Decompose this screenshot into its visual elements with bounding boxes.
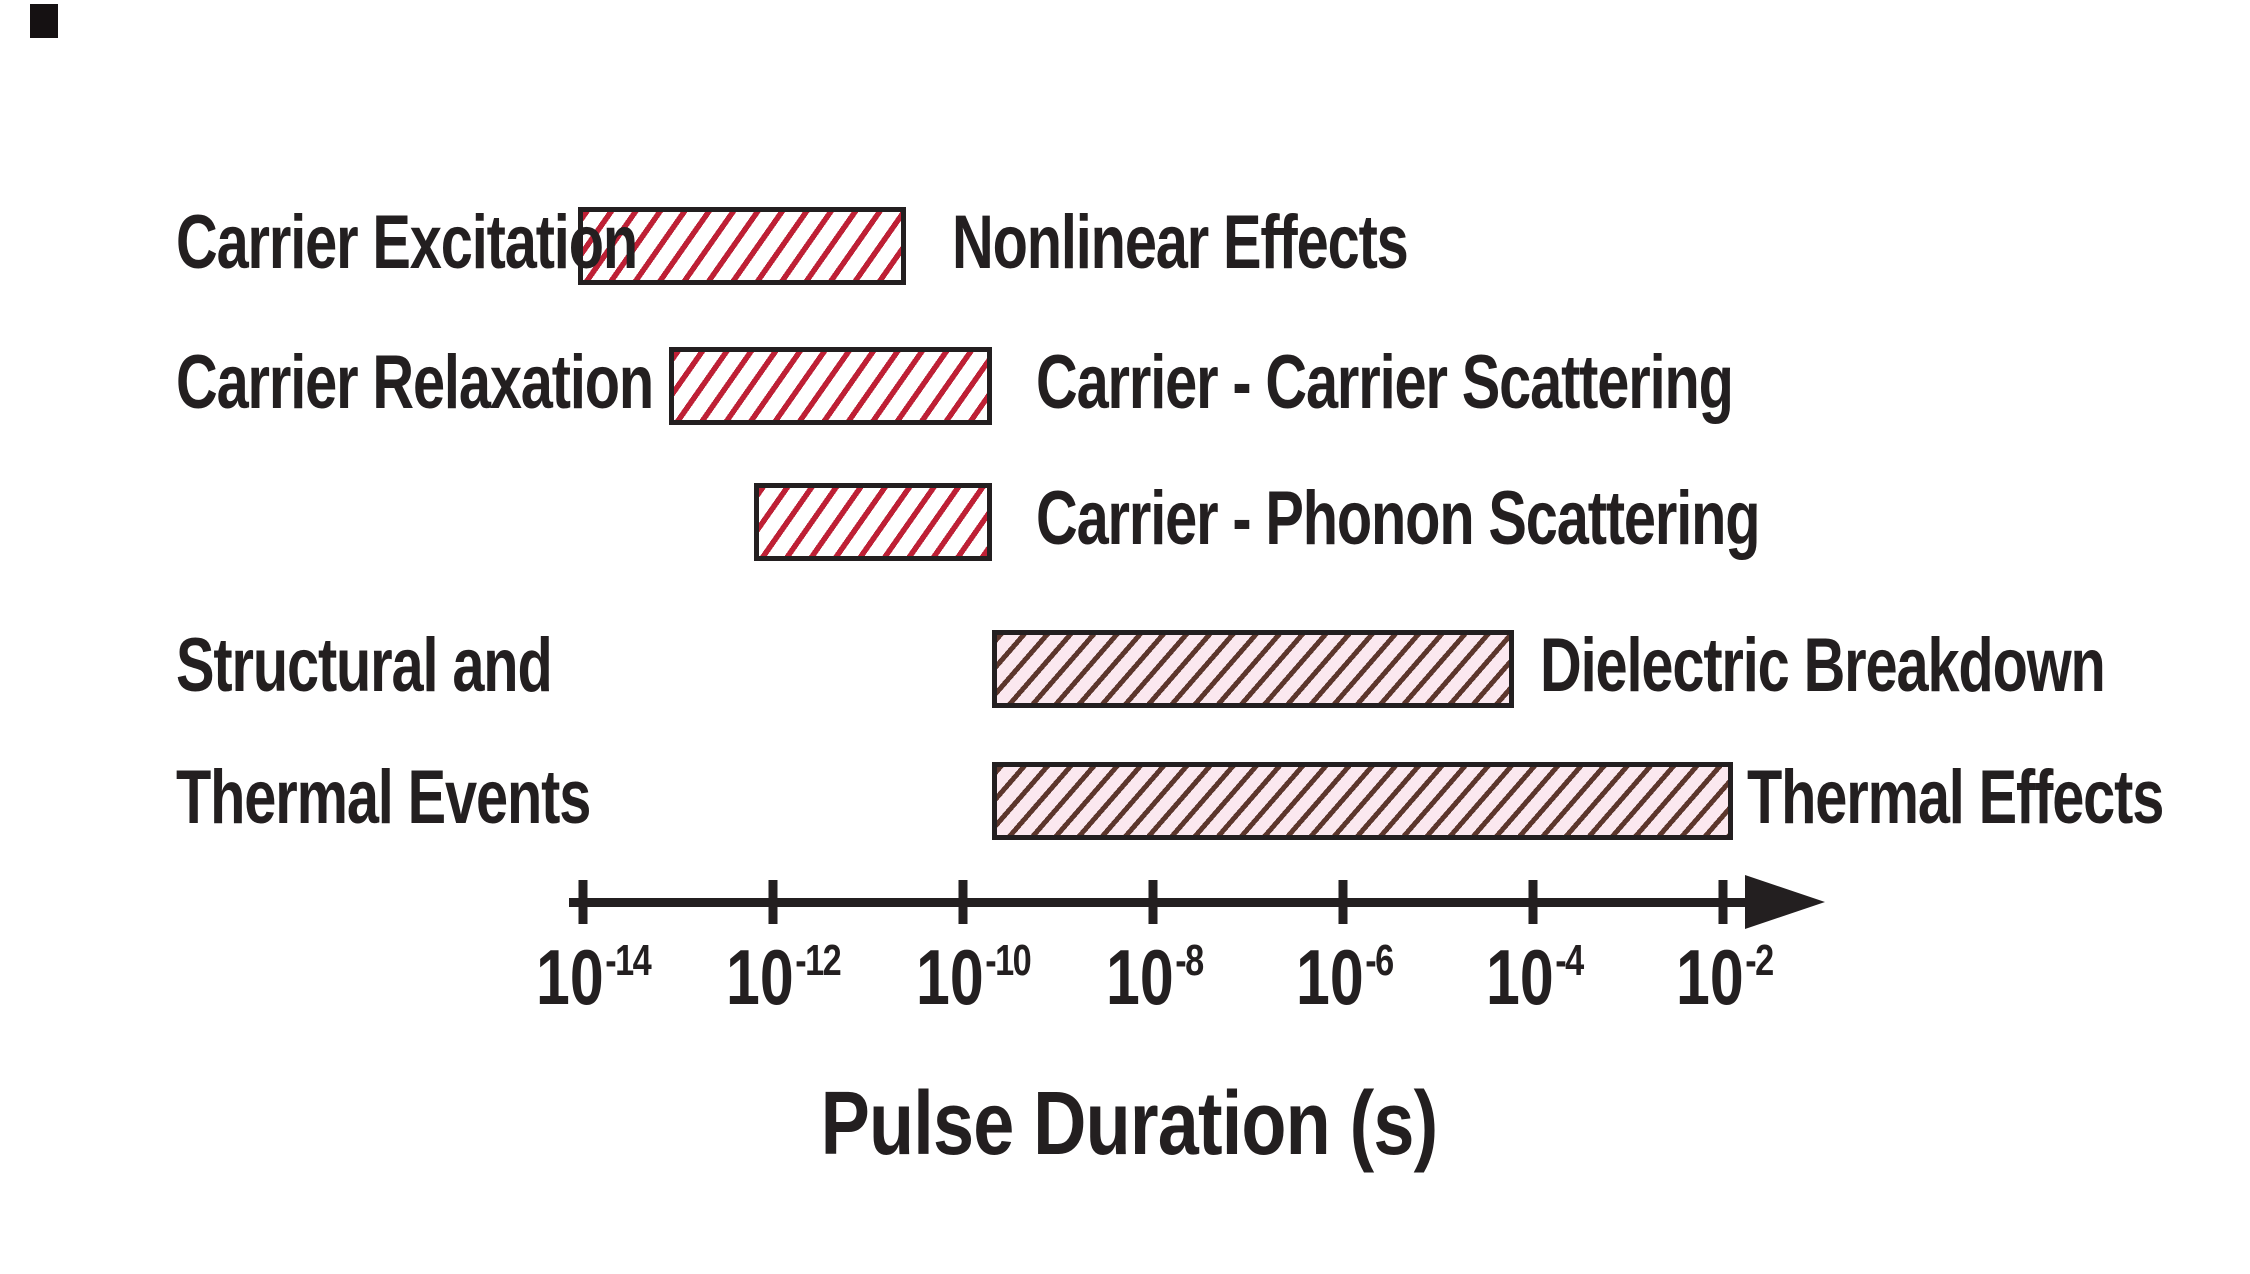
axis-arrow-icon: [1745, 875, 1825, 929]
row-right-label: Dielectric Breakdown: [1540, 622, 2106, 708]
tick-exponent: -2: [1745, 936, 1774, 985]
axis-tick-label: 10 -8: [1106, 933, 1204, 1021]
axis-tick: [1338, 880, 1348, 924]
row-left-label: Thermal Events: [176, 754, 591, 840]
axis-tick-label: 10 -6: [1296, 933, 1394, 1021]
timescale-bar-dielectric-breakdown: [991, 630, 1514, 708]
axis-tick-label: 10 -2: [1676, 933, 1774, 1021]
row-left-label: Structural and: [176, 622, 553, 708]
axis-tick-label: 10 -14: [536, 933, 652, 1021]
corner-artifact: [30, 4, 58, 38]
tick-exponent: -10: [985, 936, 1031, 985]
tick-base: 10: [536, 933, 604, 1021]
row-left-label: Carrier Excitation: [176, 199, 638, 285]
row-left-label: Carrier Relaxation: [176, 339, 654, 425]
axis-tick: [1718, 880, 1728, 924]
axis-tick: [1148, 880, 1158, 924]
x-axis-line: [569, 897, 1752, 907]
timescale-bar-carrier-phonon-scattering: [754, 483, 992, 561]
timescale-bar-nonlinear-effects: [578, 207, 906, 285]
tick-exponent: -8: [1175, 936, 1204, 985]
x-axis-title: Pulse Duration (s): [820, 1074, 1439, 1174]
tick-base: 10: [1486, 933, 1554, 1021]
row-right-label: Carrier - Phonon Scattering: [1035, 475, 1761, 561]
tick-base: 10: [916, 933, 984, 1021]
tick-exponent: -4: [1555, 936, 1584, 985]
axis-tick-label: 10 -10: [916, 933, 1032, 1021]
tick-exponent: -12: [795, 936, 841, 985]
row-right-label: Nonlinear Effects: [952, 199, 1409, 285]
tick-exponent: -14: [605, 936, 651, 985]
timescale-bar-carrier-carrier-scattering: [668, 347, 992, 425]
tick-exponent: -6: [1365, 936, 1394, 985]
axis-tick-label: 10 -4: [1486, 933, 1584, 1021]
axis-tick: [578, 880, 588, 924]
axis-tick: [768, 880, 778, 924]
axis-tick: [958, 880, 968, 924]
row-right-label: Thermal Effects: [1746, 754, 2164, 840]
tick-base: 10: [1676, 933, 1744, 1021]
axis-tick: [1528, 880, 1538, 924]
tick-base: 10: [1296, 933, 1364, 1021]
row-right-label: Carrier - Carrier Scattering: [1035, 339, 1734, 425]
tick-base: 10: [1106, 933, 1174, 1021]
timescale-bar-thermal-effects: [991, 762, 1733, 840]
axis-tick-label: 10 -12: [726, 933, 842, 1021]
tick-base: 10: [726, 933, 794, 1021]
